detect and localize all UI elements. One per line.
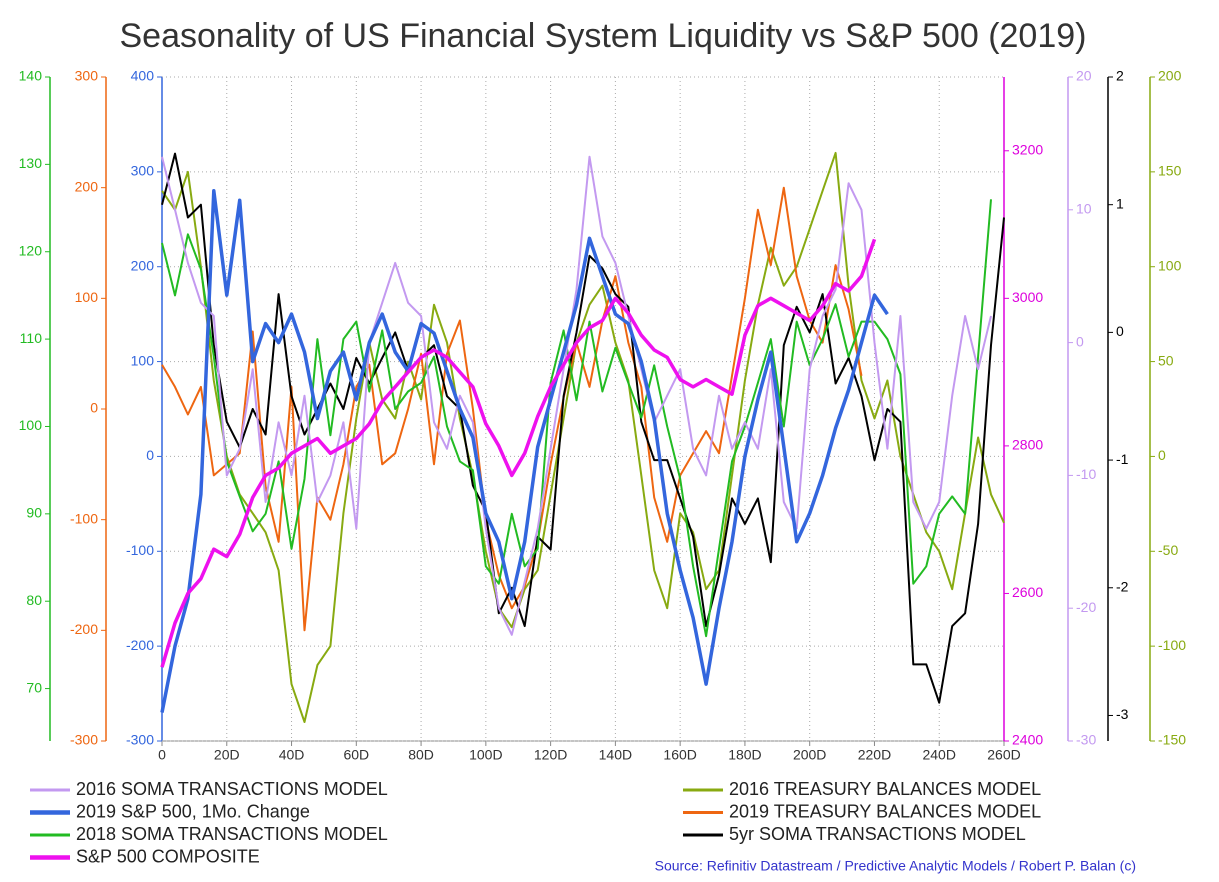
y-tick-label: -50 xyxy=(1158,542,1178,558)
y-tick-label: -200 xyxy=(126,637,154,653)
y-tick-label: -1 xyxy=(1116,451,1129,467)
legend-label: S&P 500 COMPOSITE xyxy=(76,846,260,866)
x-tick-label: 260D xyxy=(987,747,1020,763)
y-tick-label: 1 xyxy=(1116,195,1124,211)
x-tick-label: 20D xyxy=(214,747,240,763)
x-tick-label: 220D xyxy=(858,747,891,763)
y-tick-label: -300 xyxy=(70,732,98,748)
y-tick-label: 2800 xyxy=(1012,437,1043,453)
y-tick-label: 0 xyxy=(1158,447,1166,463)
y-tick-label: -100 xyxy=(126,542,154,558)
y-tick-label: -20 xyxy=(1076,599,1096,615)
y-tick-label: -200 xyxy=(70,621,98,637)
series-line xyxy=(160,189,889,713)
x-tick-label: 40D xyxy=(279,747,305,763)
series-line xyxy=(161,152,1005,704)
y-tick-label: 0 xyxy=(1076,333,1084,349)
y-tick-label: 100 xyxy=(19,417,43,433)
y-tick-label: -30 xyxy=(1076,732,1096,748)
y-tick-label: 200 xyxy=(1158,68,1182,84)
legend-label: 2019 S&P 500, 1Mo. Change xyxy=(76,801,310,821)
y-tick-label: 0 xyxy=(146,447,154,463)
x-tick-label: 200D xyxy=(793,747,826,763)
series-line xyxy=(160,238,877,668)
y-tick-label: -150 xyxy=(1158,732,1186,748)
y-tick-label: 2600 xyxy=(1012,584,1043,600)
y-tick-label: -300 xyxy=(126,732,154,748)
y-tick-label: 0 xyxy=(90,400,98,416)
x-tick-label: 120D xyxy=(534,747,567,763)
x-tick-label: 240D xyxy=(922,747,955,763)
y-tick-label: -3 xyxy=(1116,706,1129,722)
y-tick-label: 70 xyxy=(26,679,42,695)
source-note: Source: Refinitiv Datastream / Predictiv… xyxy=(655,858,1136,874)
x-tick-label: 160D xyxy=(663,747,696,763)
legend-label: 2019 TREASURY BALANCES MODEL xyxy=(729,801,1041,821)
y-tick-label: 300 xyxy=(75,68,99,84)
y-tick-label: 120 xyxy=(19,242,43,258)
y-tick-label: -100 xyxy=(1158,637,1186,653)
y-tick-label: 3000 xyxy=(1012,289,1043,305)
y-tick-label: -10 xyxy=(1076,466,1096,482)
legend-label: 2016 SOMA TRANSACTIONS MODEL xyxy=(76,779,388,799)
y-tick-label: 200 xyxy=(75,178,99,194)
legend-label: 5yr SOMA TRANSACTIONS MODEL xyxy=(729,824,1026,844)
y-tick-label: 200 xyxy=(131,257,155,273)
x-tick-label: 180D xyxy=(728,747,761,763)
chart-title: Seasonality of US Financial System Liqui… xyxy=(120,17,1087,55)
y-tick-label: -2 xyxy=(1116,578,1129,594)
y-tick-label: 130 xyxy=(19,155,43,171)
x-tick-label: 100D xyxy=(469,747,502,763)
series-line xyxy=(161,151,1005,723)
x-tick-label: 0 xyxy=(158,747,166,763)
y-tick-label: 20 xyxy=(1076,68,1092,84)
x-tick-label: 80D xyxy=(408,747,434,763)
y-tick-label: 400 xyxy=(131,68,155,84)
x-tick-label: 60D xyxy=(343,747,369,763)
series-line xyxy=(161,186,863,632)
y-tick-label: 50 xyxy=(1158,352,1174,368)
y-tick-label: 150 xyxy=(1158,163,1182,179)
y-tick-label: 2 xyxy=(1116,68,1124,84)
legend-label: 2016 TREASURY BALANCES MODEL xyxy=(729,779,1041,799)
y-tick-label: 90 xyxy=(26,505,42,521)
y-tick-label: 100 xyxy=(1158,257,1182,273)
y-tick-label: 0 xyxy=(1116,323,1124,339)
x-tick-label: 140D xyxy=(599,747,632,763)
y-tick-label: 2400 xyxy=(1012,732,1043,748)
y-tick-label: 10 xyxy=(1076,201,1092,217)
legend-label: 2018 SOMA TRANSACTIONS MODEL xyxy=(76,824,388,844)
series-line xyxy=(161,155,992,636)
y-tick-label: 80 xyxy=(26,592,42,608)
y-tick-label: 100 xyxy=(131,352,155,368)
y-tick-label: 110 xyxy=(20,330,43,346)
y-tick-label: 100 xyxy=(75,289,99,305)
y-tick-label: 140 xyxy=(19,68,43,84)
y-tick-label: 3200 xyxy=(1012,141,1043,157)
y-tick-label: 300 xyxy=(131,163,155,179)
series-line xyxy=(161,199,992,638)
y-tick-label: -100 xyxy=(70,510,98,526)
